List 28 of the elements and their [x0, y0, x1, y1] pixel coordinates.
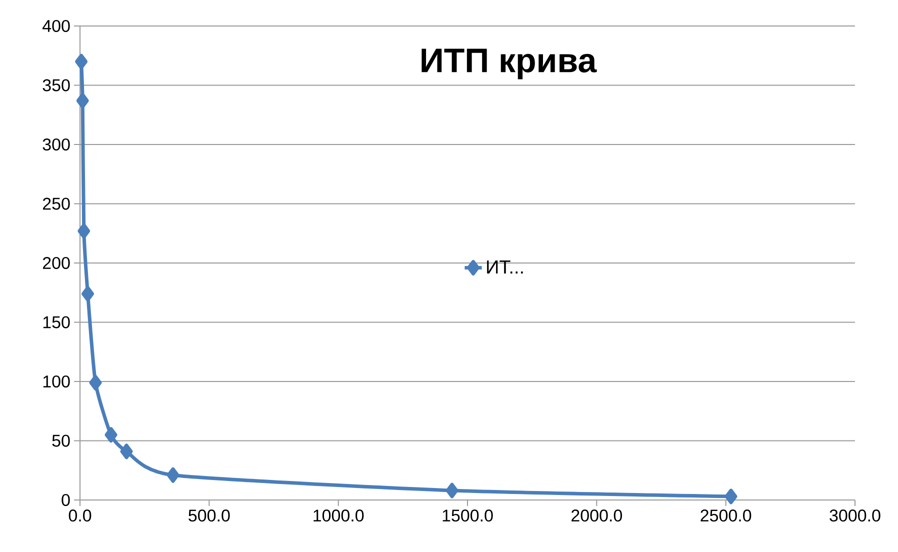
- x-tick-label: 2000.0: [572, 510, 622, 522]
- y-tick-label: 200: [42, 256, 70, 270]
- point: [446, 482, 458, 498]
- y-tick-label: 150: [43, 316, 70, 328]
- x-tick-label: 0.0: [68, 510, 92, 522]
- x-tick-label: 1000.0: [314, 510, 364, 522]
- x-tick-label: 500.0: [188, 510, 230, 522]
- x-tick-label: 1500.0: [442, 510, 493, 522]
- y-tick-label: 0: [62, 494, 70, 506]
- point: [166, 467, 180, 483]
- y-tick-label: 100: [43, 375, 70, 388]
- point: [89, 374, 102, 390]
- point: [76, 92, 89, 108]
- y-tick-label: 300: [42, 138, 70, 151]
- y-tick-label: 250: [42, 198, 70, 210]
- point: [724, 488, 738, 504]
- x-tick-label: 3000.0: [830, 510, 880, 522]
- y-tick-label: 400: [42, 20, 70, 32]
- point: [120, 444, 133, 460]
- y-tick-label: 50: [52, 434, 70, 447]
- text: ИТП крива: [422, 48, 597, 80]
- point: [75, 54, 88, 70]
- point: [82, 286, 94, 302]
- point: [104, 427, 118, 443]
- legend-label: ИТ...: [487, 260, 523, 274]
- y-tick-label: 350: [42, 79, 70, 92]
- point: [78, 223, 90, 239]
- x-tick-label: 2500.0: [700, 510, 752, 522]
